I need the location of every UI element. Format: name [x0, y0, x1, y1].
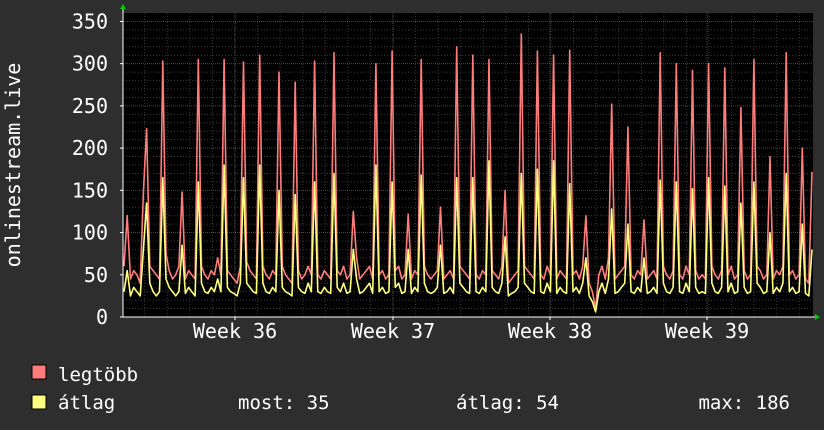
grid: [123, 13, 813, 317]
y-tick-label: 350: [72, 9, 108, 33]
y-tick-label: 150: [72, 178, 108, 202]
y-axis-arrow: [120, 4, 126, 9]
stat-now: most: 35: [238, 392, 330, 414]
stat-avg: átlag: 54: [456, 392, 559, 414]
y-tick-label: 200: [72, 136, 108, 160]
axes: [120, 4, 820, 320]
y-axis-label: onlinestream.live: [1, 63, 25, 268]
legend-swatch-avg: [31, 394, 47, 410]
y-tick-label: 0: [96, 305, 108, 329]
y-tick-label: 300: [72, 52, 108, 76]
x-tick-labels: Week 36 Week 37 Week 38 Week 39: [193, 319, 749, 343]
x-tick-label: Week 37: [351, 319, 435, 343]
x-tick-label: Week 36: [193, 319, 277, 343]
x-tick-label: Week 39: [665, 319, 749, 343]
y-tick-label: 250: [72, 94, 108, 118]
legend-label-max: legtöbb: [58, 364, 138, 386]
y-tick-labels: 0 50 100 150 200 250 300 350: [72, 9, 108, 329]
x-axis-arrow: [815, 314, 820, 320]
legend-label-avg: átlag: [58, 392, 115, 414]
legend-swatch-max: [31, 364, 47, 380]
y-tick-label: 50: [84, 263, 108, 287]
series-lines: [123, 33, 813, 313]
stat-max: max: 186: [698, 392, 790, 414]
series-line-max: [123, 33, 813, 310]
x-tick-label: Week 38: [508, 319, 592, 343]
series-line-avg: [123, 160, 813, 313]
y-tick-label: 100: [72, 221, 108, 245]
